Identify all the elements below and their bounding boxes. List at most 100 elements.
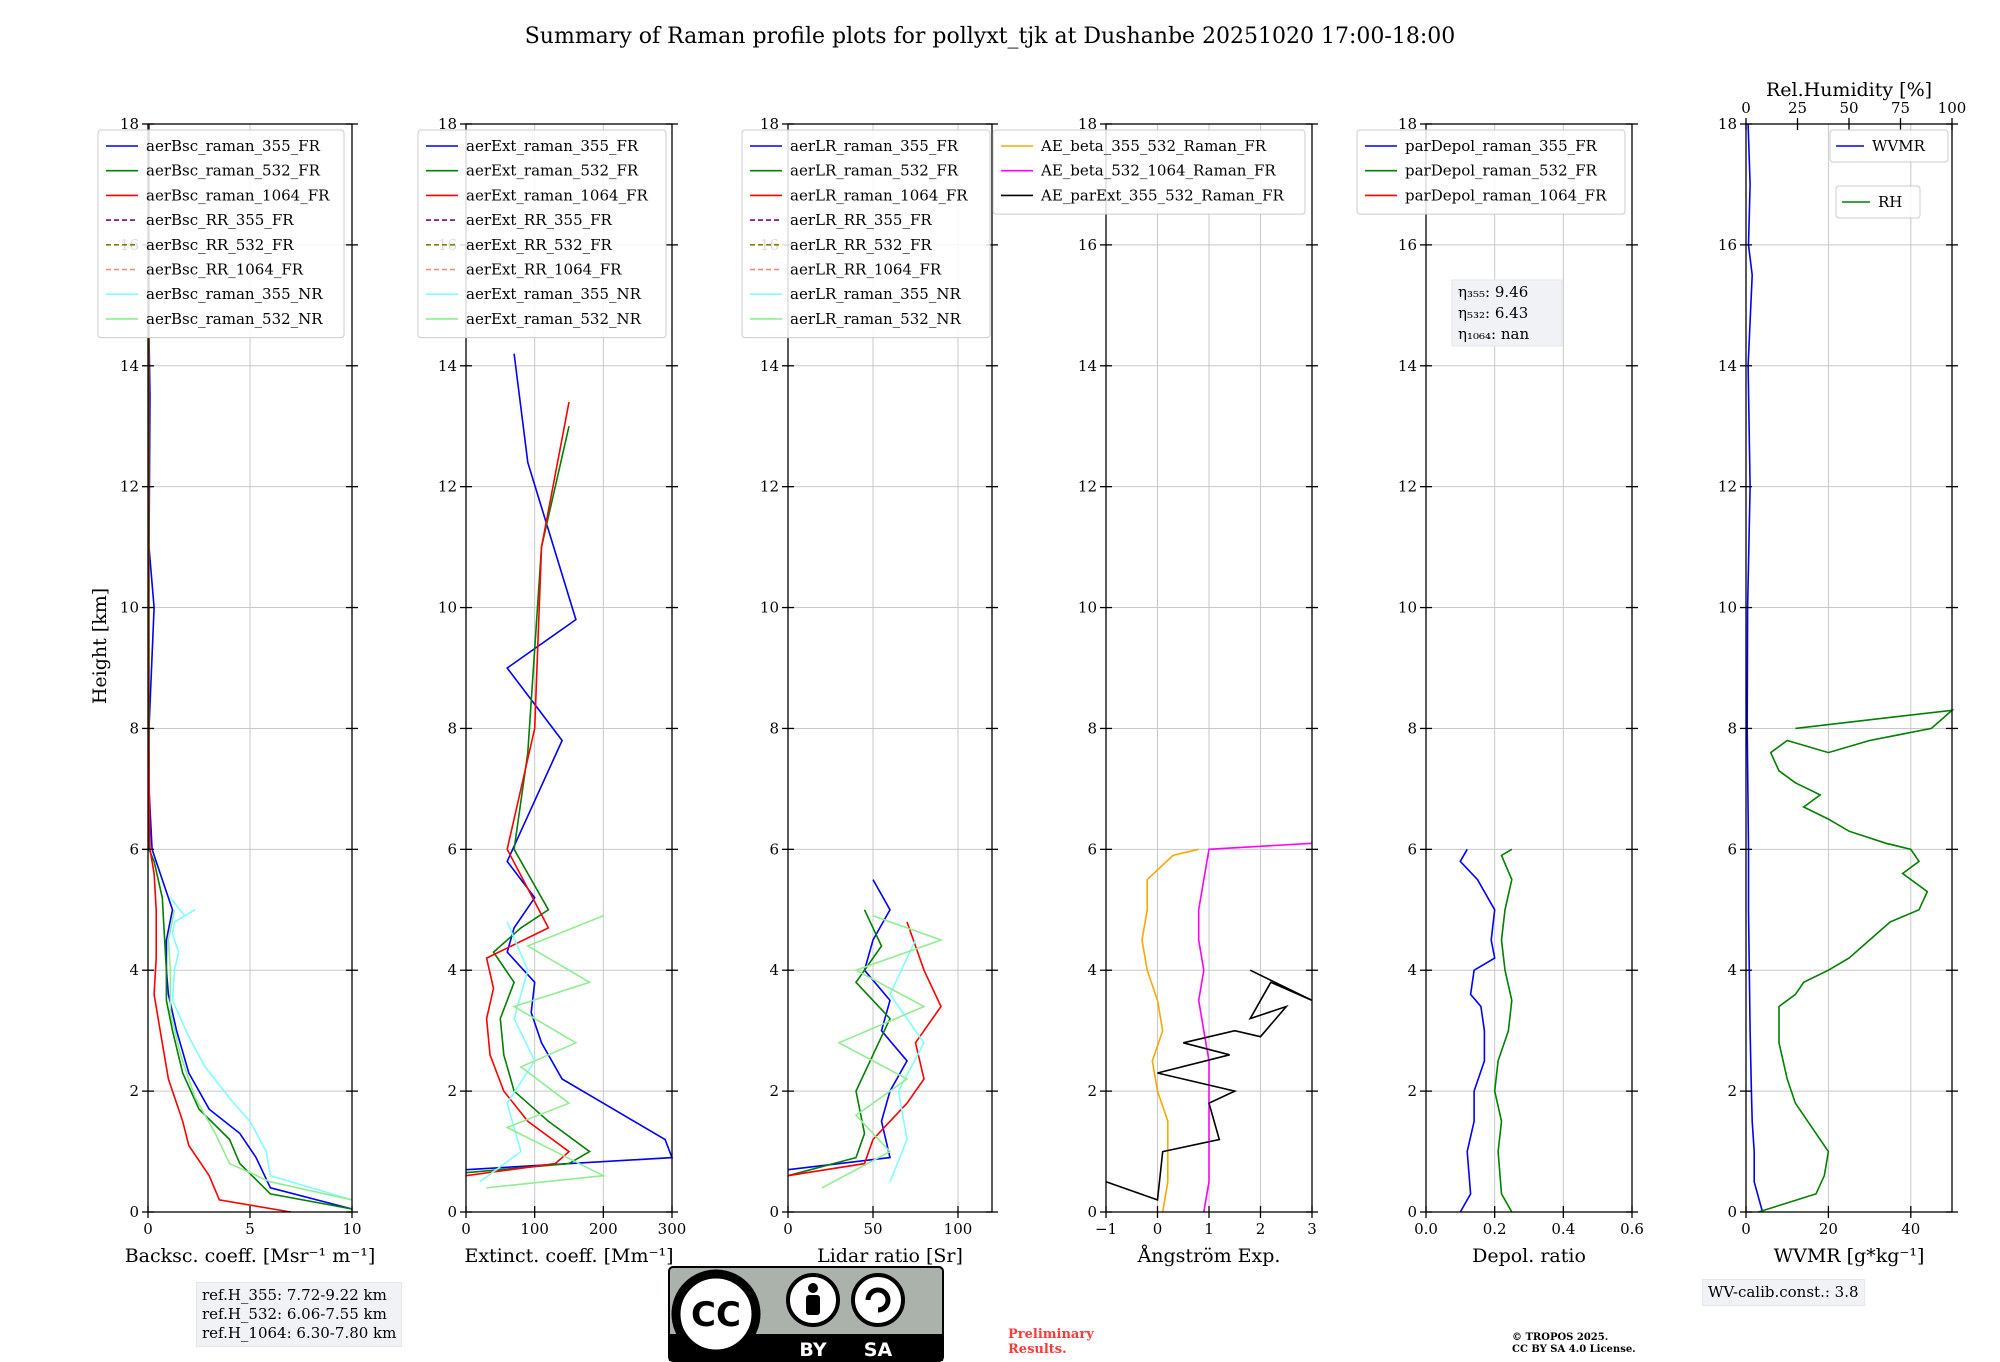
ytick-label-ae-2: 4: [1087, 961, 1097, 979]
ytick-label-lr-5: 10: [760, 599, 779, 617]
legend-label-bsc-5: aerBsc_RR_1064_FR: [146, 261, 304, 279]
xtick-label-bsc-2: 10: [342, 1220, 361, 1238]
ytick-label-wv-5: 10: [1718, 599, 1737, 617]
ytick-label-ae-7: 14: [1078, 357, 1097, 375]
legend-label-bsc-6: aerBsc_raman_355_NR: [146, 285, 323, 303]
top-xtick-label-1: 25: [1788, 99, 1807, 117]
copyright-note: © TROPOS 2025. CC BY SA 4.0 License.: [1512, 1332, 1636, 1356]
legend-box-lr: [741, 129, 991, 339]
xtick-label-depol-3: 0.6: [1620, 1220, 1644, 1238]
panel-ext: 0246810121416180100200300Extinct. coeff.…: [417, 115, 687, 1267]
ytick-label-ext-3: 6: [447, 840, 457, 858]
legend-label-depol-1: parDepol_raman_532_FR: [1405, 162, 1598, 180]
ytick-label-depol-5: 10: [1398, 599, 1417, 617]
legend-label-wv-0: WVMR: [1872, 137, 1926, 155]
ytick-label-bsc-4: 8: [129, 719, 139, 737]
ytick-label-wv-7: 14: [1718, 357, 1737, 375]
wv-calib-box: WV-calib.const.: 3.8: [1702, 1279, 1865, 1306]
xlabel-bsc: Backsc. coeff. [Msr⁻¹ m⁻¹]: [125, 1245, 376, 1267]
wv-calib-text: WV-calib.const.: 3.8: [1708, 1283, 1859, 1301]
ytick-label-depol-1: 2: [1407, 1082, 1417, 1100]
xlabel-ext: Extinct. coeff. [Mm⁻¹]: [464, 1245, 673, 1267]
legend-label-ext-4: aerExt_RR_532_FR: [466, 236, 613, 254]
cc-text: CC: [691, 1295, 741, 1335]
series-depol-0: [1459, 848, 1496, 1213]
xtick-label-ae-2: 1: [1204, 1220, 1214, 1238]
ytick-label-bsc-6: 12: [120, 478, 139, 496]
sa-text: SA: [864, 1339, 893, 1361]
top-xtick-label-4: 100: [1938, 99, 1967, 117]
top-xlabel-humidity: Rel.Humidity [%]: [1766, 79, 1932, 101]
ytick-label-ext-0: 0: [447, 1203, 457, 1221]
cc-circle-icon: [671, 1269, 761, 1359]
legend-label-ext-1: aerExt_raman_532_FR: [466, 162, 639, 180]
ytick-label-ae-3: 6: [1087, 840, 1097, 858]
series-lr-0: [787, 879, 908, 1171]
legend-box-ae: [992, 129, 1306, 215]
ref-h-355: ref.H_355: 7.72-9.22 km: [202, 1286, 387, 1304]
xtick-label-ae-0: −1: [1095, 1220, 1117, 1238]
legend-label-bsc-4: aerBsc_RR_532_FR: [146, 236, 294, 254]
series-lr-1: [787, 909, 891, 1177]
axes-frame-ext: [465, 123, 673, 1213]
top-xtick-label-3: 75: [1891, 99, 1910, 117]
legend-label-bsc-0: aerBsc_raman_355_FR: [146, 137, 321, 155]
top-xtick-label-0: 0: [1741, 99, 1751, 117]
xtick-label-ext-3: 300: [658, 1220, 687, 1238]
ytick-label-bsc-0: 0: [129, 1203, 139, 1221]
xtick-label-wv-2: 40: [1901, 1220, 1920, 1238]
person-head-icon: [808, 1283, 818, 1293]
series-wv-1: [1758, 709, 1955, 1213]
series-bsc-2: [147, 124, 291, 1213]
ytick-label-bsc-5: 10: [120, 599, 139, 617]
ytick-label-lr-4: 8: [769, 719, 779, 737]
ytick-label-depol-8: 16: [1398, 236, 1417, 254]
eta-annotation-box: [1451, 279, 1563, 347]
xtick-label-bsc-0: 0: [143, 1220, 153, 1238]
copyright-line-2: CC BY SA 4.0 License.: [1512, 1344, 1636, 1355]
top-xtick-label-2: 50: [1839, 99, 1858, 117]
xlabel-lr: Lidar ratio [Sr]: [817, 1245, 963, 1267]
legend-label-bsc-1: aerBsc_raman_532_FR: [146, 162, 321, 180]
panels-group: 0246810121416180510Backsc. coeff. [Msr⁻¹…: [97, 79, 1966, 1267]
legend-label-lr-5: aerLR_RR_1064_FR: [790, 261, 942, 279]
xtick-label-ext-1: 100: [520, 1220, 549, 1238]
ref-h-532: ref.H_532: 6.06-7.55 km: [202, 1305, 387, 1323]
legend-label-bsc-3: aerBsc_RR_355_FR: [146, 211, 294, 229]
legend-label-lr-1: aerLR_raman_532_FR: [790, 162, 959, 180]
ytick-label-bsc-2: 4: [129, 961, 139, 979]
ytick-label-lr-0: 0: [769, 1203, 779, 1221]
legend-label-lr-4: aerLR_RR_532_FR: [790, 236, 932, 254]
xlabel-wv: WVMR [g*kg⁻¹]: [1774, 1245, 1925, 1267]
ytick-label-wv-8: 16: [1718, 236, 1737, 254]
legend-box-wv-1: [1835, 185, 1921, 219]
legend-label-ext-6: aerExt_raman_355_NR: [466, 285, 642, 303]
y-axis-label: Height [km]: [89, 588, 111, 704]
ytick-label-lr-1: 2: [769, 1082, 779, 1100]
series-ext-2: [465, 401, 571, 1177]
ytick-label-ae-0: 0: [1087, 1203, 1097, 1221]
eta-annotation-1: η₅₃₂: 6.43: [1458, 304, 1528, 322]
xlabel-depol: Depol. ratio: [1472, 1245, 1586, 1267]
legend-label-ext-5: aerExt_RR_1064_FR: [466, 261, 622, 279]
ytick-label-depol-2: 4: [1407, 961, 1417, 979]
reference-height-box: ref.H_355: 7.72-9.22 km ref.H_532: 6.06-…: [196, 1282, 403, 1347]
ytick-label-ext-5: 10: [438, 599, 457, 617]
xtick-label-depol-0: 0.0: [1414, 1220, 1438, 1238]
eta-annotation-2: η₁₀₆₄: nan: [1458, 325, 1529, 343]
ytick-label-ext-4: 8: [447, 719, 457, 737]
ytick-label-ae-9: 18: [1078, 115, 1097, 133]
series-ext-1: [465, 426, 592, 1174]
ref-h-1064: ref.H_1064: 6.30-7.80 km: [202, 1324, 397, 1342]
ytick-label-lr-3: 6: [769, 840, 779, 858]
ytick-label-ae-4: 8: [1087, 719, 1097, 737]
xtick-label-lr-2: 100: [944, 1220, 973, 1238]
xtick-label-wv-0: 0: [1741, 1220, 1751, 1238]
legend-label-ae-1: AE_beta_532_1064_Raman_FR: [1040, 162, 1276, 180]
panel-depol: 0 2 4 6 8 10 12 14 16 18 0.0 0.2 0.4 0.6 Depol. ratio p…: [1356, 115, 1644, 1267]
xtick-label-ext-2: 200: [589, 1220, 618, 1238]
ytick-label-bsc-1: 2: [129, 1082, 139, 1100]
ytick-label-ae-6: 12: [1078, 478, 1097, 496]
